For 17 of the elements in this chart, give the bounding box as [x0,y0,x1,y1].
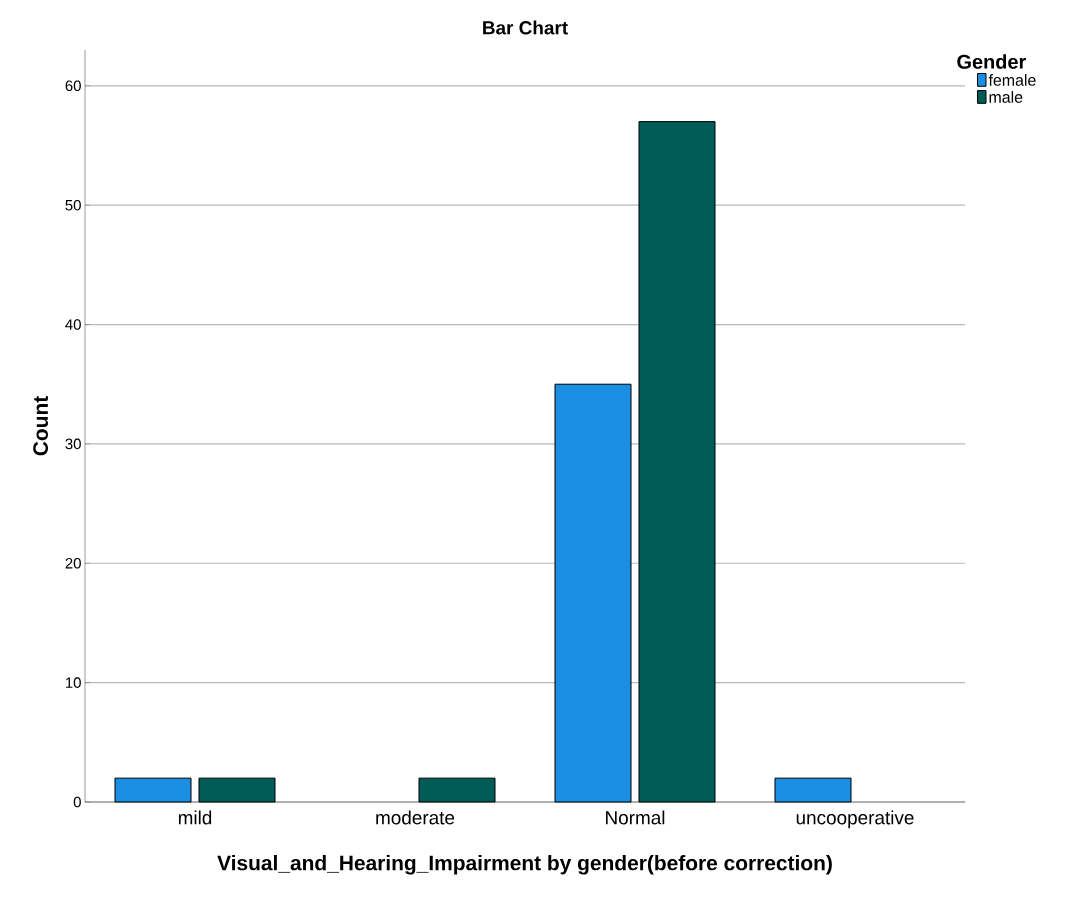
y-tick-label: 30 [65,438,81,450]
y-tick-label: 60 [65,80,81,92]
x-axis-title: Visual_and_Hearing_Impairment by gender(before correction) [217,855,832,875]
y-tick-label: 50 [65,199,81,211]
x-tick-label: Normal [606,810,665,825]
x-tick-label: mild [178,810,212,825]
x-tick-label: uncooperative [796,810,914,829]
legend-label: female [988,74,1036,86]
x-tick-label: moderate [376,810,455,825]
y-tick-label: 0 [73,796,81,808]
legend-label: male [989,91,1023,103]
y-axis-title: Count [33,396,49,456]
legend-title: Gender [957,54,1026,69]
y-tick-label: 10 [66,677,81,688]
y-tick-label: 20 [65,557,81,569]
chart-title: Bar Chart [483,20,568,35]
y-tick-label: 40 [65,319,81,330]
